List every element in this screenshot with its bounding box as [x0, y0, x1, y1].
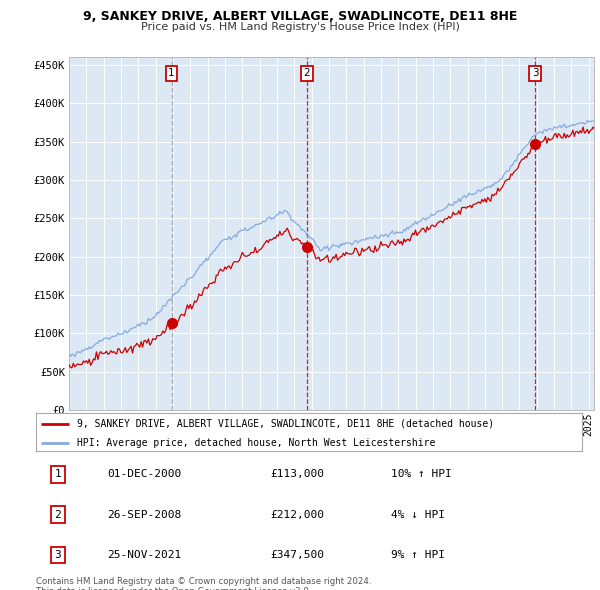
- Text: £212,000: £212,000: [271, 510, 325, 520]
- Text: £347,500: £347,500: [271, 550, 325, 560]
- Text: Price paid vs. HM Land Registry's House Price Index (HPI): Price paid vs. HM Land Registry's House …: [140, 22, 460, 32]
- Text: 4% ↓ HPI: 4% ↓ HPI: [391, 510, 445, 520]
- Text: 9% ↑ HPI: 9% ↑ HPI: [391, 550, 445, 560]
- Text: 3: 3: [532, 68, 538, 78]
- Text: 2: 2: [304, 68, 310, 78]
- Text: 9, SANKEY DRIVE, ALBERT VILLAGE, SWADLINCOTE, DE11 8HE: 9, SANKEY DRIVE, ALBERT VILLAGE, SWADLIN…: [83, 10, 517, 23]
- Text: 1: 1: [55, 470, 61, 480]
- Text: HPI: Average price, detached house, North West Leicestershire: HPI: Average price, detached house, Nort…: [77, 438, 436, 448]
- Text: 01-DEC-2000: 01-DEC-2000: [107, 470, 181, 480]
- Text: 1: 1: [168, 68, 175, 78]
- Text: £113,000: £113,000: [271, 470, 325, 480]
- Text: 3: 3: [55, 550, 61, 560]
- Text: 10% ↑ HPI: 10% ↑ HPI: [391, 470, 452, 480]
- Text: 2: 2: [55, 510, 61, 520]
- Text: 9, SANKEY DRIVE, ALBERT VILLAGE, SWADLINCOTE, DE11 8HE (detached house): 9, SANKEY DRIVE, ALBERT VILLAGE, SWADLIN…: [77, 419, 494, 429]
- Text: Contains HM Land Registry data © Crown copyright and database right 2024.
This d: Contains HM Land Registry data © Crown c…: [36, 577, 371, 590]
- Text: 26-SEP-2008: 26-SEP-2008: [107, 510, 181, 520]
- Text: 25-NOV-2021: 25-NOV-2021: [107, 550, 181, 560]
